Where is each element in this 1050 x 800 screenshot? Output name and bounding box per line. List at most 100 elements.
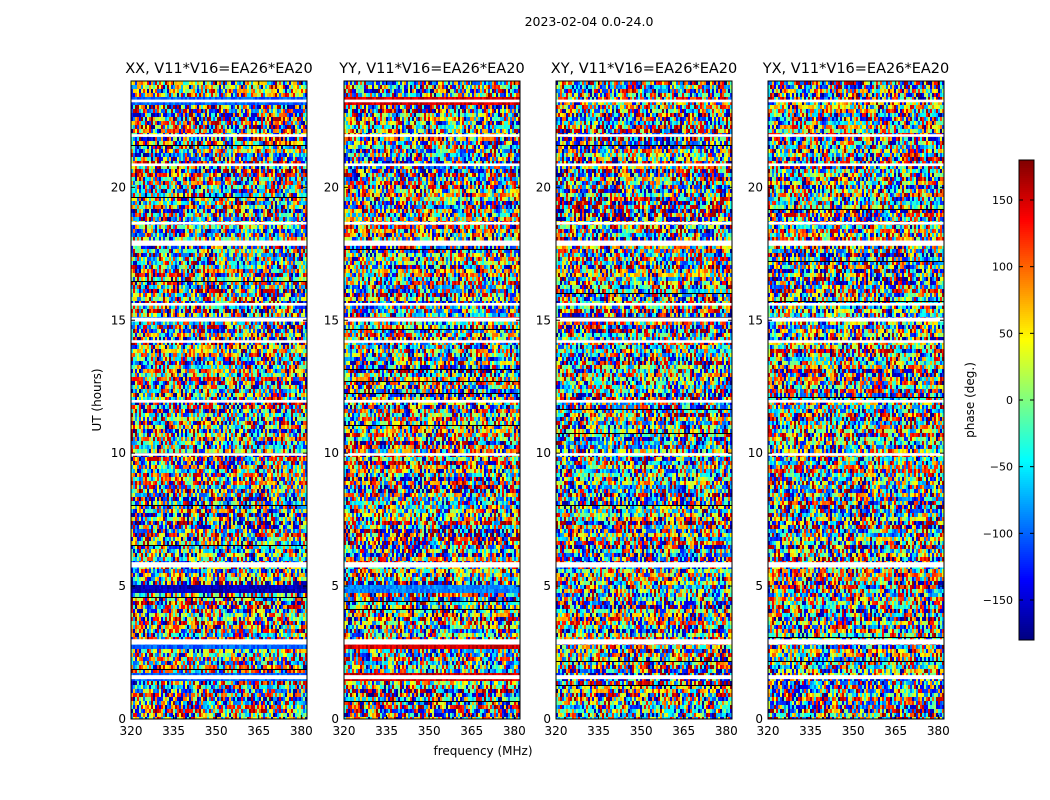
colorbar-segment bbox=[1019, 370, 1034, 372]
colorbar-tick-label: −50 bbox=[990, 461, 1013, 474]
colorbar-segment bbox=[1019, 536, 1034, 538]
colorbar-segment bbox=[1019, 590, 1034, 592]
colorbar-segment bbox=[1019, 352, 1034, 354]
data-gap bbox=[131, 562, 307, 568]
x-tick-label: 365 bbox=[884, 724, 907, 738]
colorbar-segment bbox=[1019, 302, 1034, 304]
colorbar-segment bbox=[1019, 358, 1034, 360]
colorbar-segment bbox=[1019, 390, 1034, 392]
data-gap bbox=[556, 675, 732, 680]
panel-title: XX, V11*V16=EA26*EA20 bbox=[125, 61, 313, 77]
colorbar-segment bbox=[1019, 364, 1034, 366]
colorbar-segment bbox=[1019, 500, 1034, 502]
colorbar-segment bbox=[1019, 444, 1034, 446]
x-tick-label: 350 bbox=[418, 724, 441, 738]
colorbar-segment bbox=[1019, 330, 1034, 332]
colorbar-segment bbox=[1019, 540, 1034, 542]
colorbar-segment bbox=[1019, 378, 1034, 380]
colorbar-segment bbox=[1019, 202, 1034, 204]
colorbar-segment bbox=[1019, 562, 1034, 564]
colorbar-segment bbox=[1019, 166, 1034, 168]
colorbar-segment bbox=[1019, 200, 1034, 202]
colorbar-segment bbox=[1019, 406, 1034, 408]
colorbar-segment bbox=[1019, 164, 1034, 166]
colorbar-segment bbox=[1019, 448, 1034, 450]
colorbar-segment bbox=[1019, 234, 1034, 236]
colorbar-segment bbox=[1019, 242, 1034, 244]
colorbar-segment bbox=[1019, 520, 1034, 522]
data-gap bbox=[131, 317, 307, 322]
colorbar-segment bbox=[1019, 380, 1034, 382]
data-gap bbox=[556, 134, 732, 137]
colorbar-segment bbox=[1019, 186, 1034, 188]
colorbar-segment bbox=[1019, 426, 1034, 428]
colorbar-segment bbox=[1019, 292, 1034, 294]
colorbar-segment bbox=[1019, 198, 1034, 200]
colorbar-segment bbox=[1019, 578, 1034, 580]
data-gap bbox=[131, 639, 307, 645]
colorbar-segment bbox=[1019, 630, 1034, 632]
heatmap-cells-yy bbox=[344, 81, 520, 719]
colorbar-segment bbox=[1019, 332, 1034, 334]
colorbar-segment bbox=[1019, 624, 1034, 626]
colorbar-segment bbox=[1019, 328, 1034, 330]
x-tick-label: 380 bbox=[927, 724, 950, 738]
data-gap bbox=[768, 240, 944, 246]
colorbar-segment bbox=[1019, 638, 1034, 640]
colorbar-tick-label: −150 bbox=[983, 594, 1013, 607]
colorbar-segment bbox=[1019, 258, 1034, 260]
colorbar-segment bbox=[1019, 176, 1034, 178]
colorbar-segment bbox=[1019, 194, 1034, 196]
data-gap bbox=[556, 562, 732, 568]
data-gap bbox=[344, 240, 520, 246]
colorbar-segment bbox=[1019, 632, 1034, 634]
colorbar-segment bbox=[1019, 486, 1034, 488]
colorbar-segment bbox=[1019, 272, 1034, 274]
colorbar-segment bbox=[1019, 424, 1034, 426]
colorbar-segment bbox=[1019, 300, 1034, 302]
data-gap bbox=[344, 134, 520, 137]
colorbar-segment bbox=[1019, 504, 1034, 506]
x-tick-label: 335 bbox=[799, 724, 822, 738]
colorbar-segment bbox=[1019, 534, 1034, 536]
data-gap bbox=[131, 240, 307, 246]
y-tick-label: 15 bbox=[748, 313, 763, 327]
colorbar-segment bbox=[1019, 308, 1034, 310]
heatmap-cells-xx bbox=[131, 81, 307, 719]
colorbar-segment bbox=[1019, 356, 1034, 358]
heatmap-cells-xy bbox=[556, 81, 732, 719]
colorbar-segment bbox=[1019, 462, 1034, 464]
data-gap bbox=[768, 163, 944, 167]
data-gap bbox=[131, 302, 307, 306]
colorbar-segment bbox=[1019, 188, 1034, 190]
colorbar-segment bbox=[1019, 574, 1034, 576]
colorbar-segment bbox=[1019, 546, 1034, 548]
colorbar-segment bbox=[1019, 236, 1034, 238]
y-tick-label: 10 bbox=[111, 446, 126, 460]
colorbar-segment bbox=[1019, 420, 1034, 422]
colorbar-segment bbox=[1019, 560, 1034, 562]
data-gap bbox=[768, 302, 944, 306]
colorbar-segment bbox=[1019, 414, 1034, 416]
colorbar-segment bbox=[1019, 518, 1034, 520]
y-tick-label: 20 bbox=[111, 180, 126, 194]
colorbar-segment bbox=[1019, 218, 1034, 220]
colorbar-segment bbox=[1019, 634, 1034, 636]
colorbar-segment bbox=[1019, 240, 1034, 242]
colorbar-segment bbox=[1019, 506, 1034, 508]
x-tick-label: 365 bbox=[460, 724, 483, 738]
colorbar-segment bbox=[1019, 282, 1034, 284]
colorbar-segment bbox=[1019, 620, 1034, 622]
y-tick-label: 20 bbox=[748, 180, 763, 194]
y-tick-label: 0 bbox=[755, 712, 763, 726]
colorbar-segment bbox=[1019, 238, 1034, 240]
colorbar-segment bbox=[1019, 614, 1034, 616]
colorbar-segment bbox=[1019, 452, 1034, 454]
colorbar-segment bbox=[1019, 438, 1034, 440]
y-tick-label: 5 bbox=[543, 579, 551, 593]
data-gap bbox=[344, 302, 520, 306]
colorbar-segment bbox=[1019, 174, 1034, 176]
y-tick-label: 0 bbox=[543, 712, 551, 726]
colorbar-segment bbox=[1019, 208, 1034, 210]
colorbar-segment bbox=[1019, 608, 1034, 610]
